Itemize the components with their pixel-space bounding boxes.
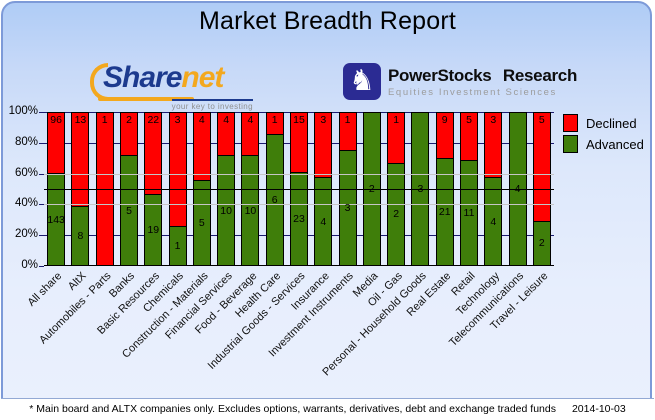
- y-axis-label: 100%: [8, 105, 38, 117]
- report-date: 2014-10-03: [571, 403, 626, 415]
- advanced-count-label: 4: [514, 183, 521, 195]
- gridline: [44, 204, 554, 206]
- sharenet-word-secondary: net: [181, 61, 224, 94]
- advanced-count-label: 6: [271, 193, 278, 206]
- declined-count-label: 1: [271, 114, 278, 126]
- declined-count-label: 5: [466, 114, 472, 126]
- powerstocks-text: PowerStocks Research Equities Investment…: [388, 66, 577, 98]
- powerstocks-title: PowerStocks Research: [388, 65, 578, 85]
- advanced-count-label: 11: [463, 206, 475, 219]
- y-axis-label: 80%: [14, 135, 38, 148]
- knight-icon: ♞: [343, 63, 381, 100]
- sharenet-underline: [98, 97, 194, 101]
- legend-label: Declined: [586, 115, 637, 131]
- declined-count-label: 15: [293, 114, 305, 126]
- declined-count-label: 3: [320, 114, 327, 126]
- advanced-segment: [145, 193, 162, 265]
- advanced-count-label: 143: [47, 213, 65, 226]
- bar-personal-household-goods: 3: [411, 112, 430, 266]
- declined-count-label: 1: [344, 114, 351, 126]
- advanced-segment: [169, 226, 186, 265]
- advanced-count-label: 10: [220, 204, 232, 217]
- y-axis-label: 60%: [14, 166, 38, 179]
- y-axis-tick: [39, 235, 44, 237]
- declined-count-label: 22: [147, 114, 160, 126]
- advanced-count-label: 1: [174, 240, 181, 252]
- legend-item-advanced: Advanced: [563, 135, 644, 153]
- advanced-segment: [533, 220, 550, 265]
- advanced-segment: [193, 179, 210, 265]
- declined-count-label: 5: [538, 114, 545, 126]
- advanced-segment: [266, 133, 283, 265]
- advanced-count-label: 19: [147, 223, 160, 236]
- powerstocks-logo: ♞ PowerStocks Research Equities Investme…: [343, 63, 577, 100]
- footer-bar: * Main board and ALTX companies only. Ex…: [1, 398, 654, 419]
- advanced-count-label: 2: [393, 208, 400, 221]
- legend-swatch: [563, 135, 578, 153]
- advanced-segment: [72, 206, 89, 265]
- advanced-segment: [436, 157, 453, 265]
- sharenet-wordmark: Sharenet: [103, 59, 224, 97]
- declined-count-label: 4: [223, 114, 230, 126]
- advanced-count-label: 2: [538, 237, 545, 250]
- declined-count-label: 9: [441, 114, 448, 126]
- advanced-count-label: 4: [490, 215, 497, 228]
- advanced-segment: [388, 162, 405, 265]
- advanced-segment: [121, 155, 137, 265]
- declined-count-label: 3: [490, 114, 497, 126]
- powerstocks-subtitle: Equities Investment Sciences: [388, 86, 557, 98]
- page-title: Market Breadth Report: [198, 7, 457, 35]
- advanced-segment: [461, 159, 477, 265]
- declined-count-label: 1: [393, 114, 400, 126]
- legend-label: Advanced: [586, 136, 644, 152]
- advanced-count-label: 23: [293, 213, 305, 225]
- y-axis-label: 40%: [14, 197, 38, 210]
- sharenet-word-primary: Share: [103, 61, 182, 94]
- y-axis-tick: [39, 266, 44, 267]
- advanced-count-label: 3: [344, 202, 351, 214]
- gridline: [44, 173, 554, 175]
- footnote: * Main board and ALTX companies only. Ex…: [29, 403, 556, 415]
- advanced-count-label: 4: [320, 215, 327, 228]
- declined-count-label: 4: [198, 114, 205, 126]
- advanced-segment: [315, 177, 332, 265]
- chart-legend: Declined Advanced: [563, 114, 644, 156]
- advanced-count-label: 5: [126, 204, 132, 217]
- advanced-count-label: 10: [244, 204, 257, 217]
- advanced-segment: [291, 172, 307, 265]
- advanced-segment: [242, 155, 259, 265]
- sharenet-tagline: your key to investing: [171, 99, 253, 111]
- bar-telecommunications: 4: [508, 112, 527, 266]
- advanced-count-label: 5: [198, 216, 205, 229]
- plot-area: 96 143 13 8 1 2 5 22 19 3 1 4 5 4 10 4 10 1 6 15 23 3 4 1 3 2 1 2 3 9…: [44, 112, 554, 266]
- advanced-segment: [48, 173, 65, 265]
- declined-count-label: 96: [50, 114, 62, 126]
- advanced-segment: [339, 150, 356, 265]
- declined-count-label: 2: [126, 114, 132, 126]
- declined-count-label: 4: [247, 114, 254, 126]
- advanced-segment: [485, 177, 502, 265]
- sharenet-logo: Sharenet your key to investing: [90, 58, 255, 111]
- advanced-count-label: 3: [417, 183, 424, 195]
- legend-swatch: [563, 114, 578, 132]
- midline-50pct: [44, 189, 554, 190]
- y-axis-tick: [39, 204, 44, 206]
- declined-count-label: 13: [74, 114, 87, 126]
- y-axis-tick: [39, 142, 44, 144]
- x-axis-line: [44, 265, 554, 266]
- bar-media: 2: [362, 112, 381, 266]
- advanced-count-label: 8: [77, 230, 84, 243]
- declined-count-label: 1: [101, 114, 108, 126]
- y-axis-label: 0%: [21, 259, 38, 271]
- y-axis-tick: [39, 112, 44, 113]
- advanced-count-label: 2: [368, 183, 375, 195]
- y-axis-label: 20%: [14, 228, 38, 241]
- legend-item-declined: Declined: [563, 114, 644, 132]
- advanced-segment: [218, 155, 235, 265]
- advanced-count-label: 21: [438, 205, 451, 218]
- declined-count-label: 3: [174, 114, 181, 126]
- y-axis-tick: [39, 173, 44, 175]
